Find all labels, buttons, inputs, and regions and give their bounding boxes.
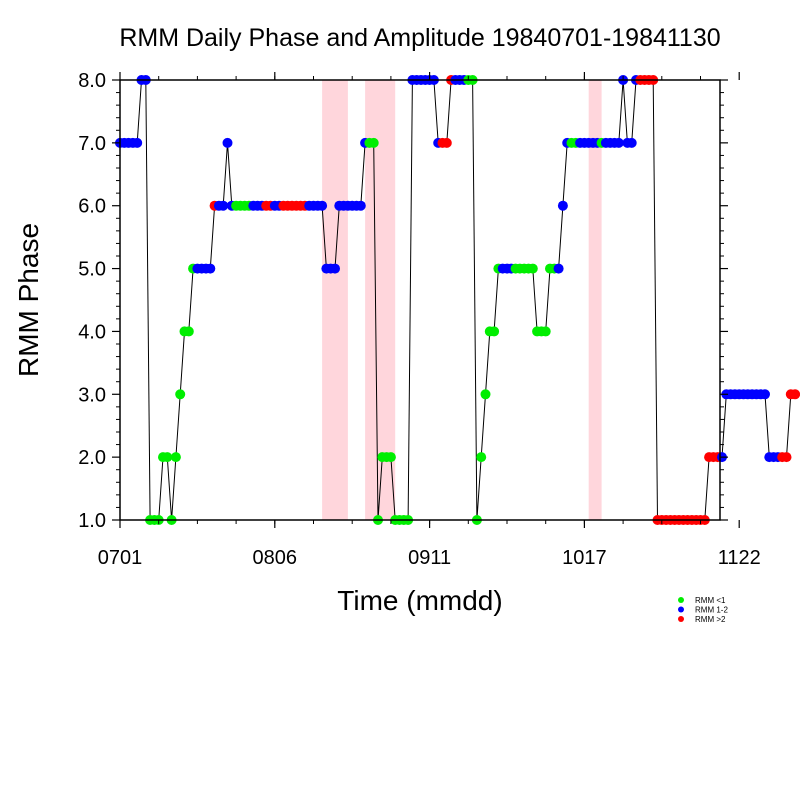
shaded-period-1 [322,80,348,520]
phase-point [162,452,173,463]
x-tick-label: 0806 [253,547,298,569]
shaded-periods [322,80,602,520]
legend-label: RMM <1 [695,596,726,605]
phase-series-line [120,79,796,521]
phase-point [170,452,181,463]
phase-point [441,137,452,148]
y-tick-label: 3.0 [78,384,106,406]
phase-point [489,326,500,337]
y-tick-label: 1.0 [78,510,106,532]
legend-label: RMM 1-2 [695,606,728,615]
x-tick-label: 1017 [562,547,607,569]
phase-point [317,200,328,211]
phase-point [613,137,624,148]
shaded-period-2 [365,80,396,520]
chart-title: RMM Daily Phase and Amplitude 19840701-1… [119,24,720,52]
phase-point [330,263,340,274]
y-tick-label: 2.0 [78,447,106,469]
x-tick-label: 0701 [98,547,143,569]
phase-point [781,452,792,463]
phase-line [120,79,796,521]
phase-point [355,200,366,211]
x-tick-label: 0911 [408,547,451,569]
y-axis-label: RMM Phase [13,223,44,377]
phase-point [540,326,551,337]
legend-marker [678,606,684,613]
phase-point [557,200,568,211]
phase-point [790,389,800,400]
phase-point [480,389,491,400]
phase-point [476,452,487,463]
legend-marker [678,597,684,603]
x-tick-label: 1122 [718,547,761,569]
phase-point [385,452,396,463]
phase-point [175,389,186,400]
phase-point [132,137,143,148]
phase-point [183,326,194,337]
plot-frame [119,79,721,521]
phase-points [115,75,800,525]
y-axis-ticks: 1.0 2.0 3.0 4.0 5.0 6.0 7.0 8.0 [78,70,728,532]
shaded-period-3 [588,80,602,520]
legend-marker [678,616,684,622]
phase-point [205,263,216,274]
y-tick-label: 5.0 [78,259,106,281]
y-tick-label: 7.0 [78,133,106,155]
x-axis-label: Time (mmdd) [337,585,502,616]
legend-label: RMM >2 [695,615,726,624]
phase-point [222,137,233,148]
phase-point [760,389,770,400]
phase-point [626,137,637,148]
y-tick-label: 6.0 [78,196,106,218]
x-axis-ticks: 0701 0806 0911 1017 1122 [98,72,761,569]
phase-point [527,263,538,274]
phase-point [553,263,564,274]
phase-point [218,200,229,211]
y-tick-label: 4.0 [78,321,106,343]
y-tick-label: 8.0 [78,70,106,92]
phase-point [368,137,379,148]
